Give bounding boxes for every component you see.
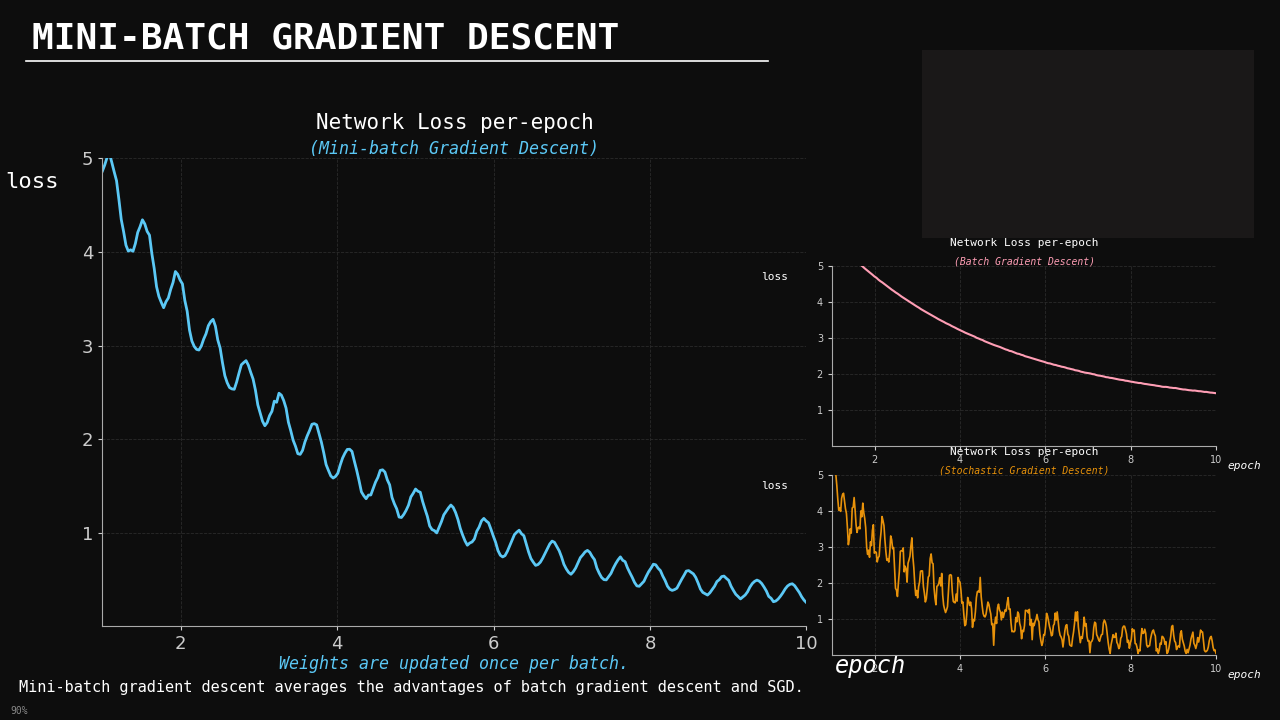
Text: epoch: epoch [835,654,906,678]
Text: loss: loss [5,173,59,192]
Text: Mini-batch gradient descent averages the advantages of batch gradient descent an: Mini-batch gradient descent averages the… [19,680,804,695]
Text: Network Loss per-epoch: Network Loss per-epoch [950,238,1098,248]
Text: (Stochastic Gradient Descent): (Stochastic Gradient Descent) [938,465,1110,475]
Text: Network Loss per-epoch: Network Loss per-epoch [950,447,1098,457]
Text: loss: loss [760,271,788,282]
Text: (Batch Gradient Descent): (Batch Gradient Descent) [954,256,1094,266]
Text: loss: loss [760,481,788,490]
Text: MINI-BATCH GRADIENT DESCENT: MINI-BATCH GRADIENT DESCENT [32,22,620,55]
Text: epoch: epoch [1228,461,1261,471]
Text: Network Loss per-epoch: Network Loss per-epoch [316,113,593,133]
Text: 90%: 90% [10,706,28,716]
Text: (Mini-batch Gradient Descent): (Mini-batch Gradient Descent) [310,140,599,158]
Text: Weights are updated once per batch.: Weights are updated once per batch. [279,655,630,673]
Text: epoch: epoch [1228,670,1261,680]
